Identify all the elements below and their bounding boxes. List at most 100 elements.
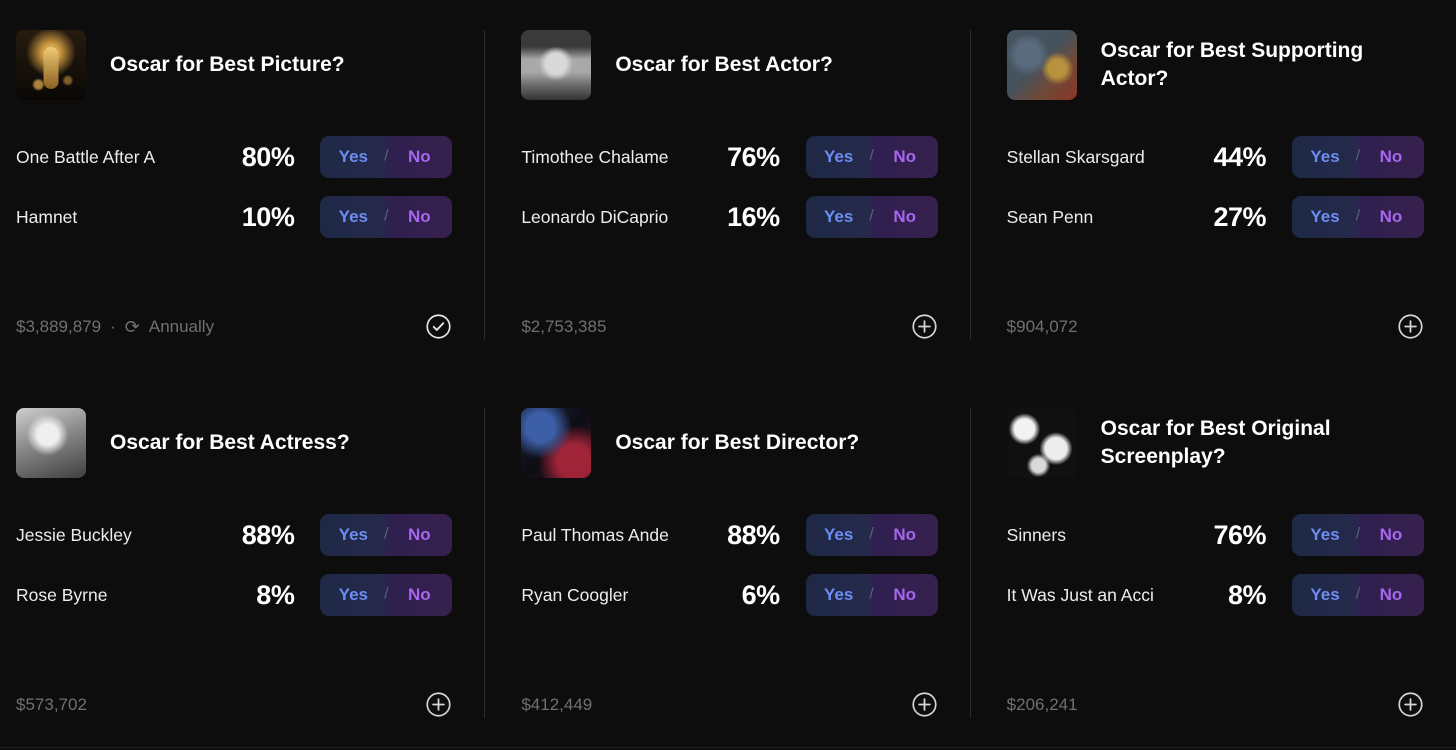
- plus-circle-icon[interactable]: [425, 691, 452, 718]
- outcome-probability: 88%: [241, 519, 295, 550]
- outcome-row: It Was Just an Acci 8% Yes No /: [1007, 574, 1424, 616]
- yes-no-buttons: Yes No /: [320, 514, 453, 556]
- buy-yes-button[interactable]: Yes: [1292, 574, 1358, 616]
- outcome-probability: 6%: [741, 579, 781, 610]
- outcome-probability: 8%: [1227, 579, 1267, 610]
- batman-robin-photo-image[interactable]: [1006, 30, 1077, 100]
- yes-no-buttons: Yes No /: [320, 574, 453, 616]
- market-footer: $3,889,879 · ⟳ Annually: [16, 313, 452, 340]
- buy-yes-button[interactable]: Yes: [1292, 514, 1358, 556]
- outcome-row: Rose Byrne 8% Yes No /: [16, 574, 453, 616]
- plus-circle-icon[interactable]: [1397, 313, 1424, 340]
- outcome-row: Sinners 76% Yes No /: [1007, 514, 1424, 556]
- outcome-list: Timothee Chalame 76% Yes No / Leonardo D…: [521, 136, 938, 238]
- market-title[interactable]: Oscar for Best Supporting Actor?: [1100, 38, 1364, 90]
- buy-no-button[interactable]: No: [386, 514, 453, 556]
- market-card[interactable]: Oscar for Best Actor? Timothee Chalame 7…: [485, 30, 971, 340]
- outcome-name: Sinners: [1006, 524, 1066, 545]
- market-card[interactable]: Oscar for Best Director? Paul Thomas And…: [485, 408, 971, 718]
- check-circle-icon[interactable]: [425, 313, 452, 340]
- outcome-list: Jessie Buckley 88% Yes No / Rose Byrne 8…: [16, 514, 453, 616]
- market-footer: $412,449: [521, 691, 937, 718]
- buy-yes-button[interactable]: Yes: [320, 514, 387, 556]
- market-title[interactable]: Oscar for Best Original Screenplay?: [1100, 416, 1331, 468]
- buy-no-button[interactable]: No: [386, 196, 453, 238]
- outcome-row: Ryan Coogler 6% Yes No /: [521, 574, 938, 616]
- market-card[interactable]: Oscar for Best Original Screenplay? Sinn…: [971, 408, 1456, 718]
- buy-no-button[interactable]: No: [871, 136, 938, 178]
- market-volume: $904,072: [1006, 316, 1078, 336]
- outcome-list: Stellan Skarsgard 44% Yes No / Sean Penn…: [1007, 136, 1424, 238]
- market-volume-group: $3,889,879 · ⟳ Annually: [16, 317, 214, 337]
- market-footer: $2,753,385: [521, 313, 937, 340]
- market-card-header: Oscar for Best Actress?: [16, 408, 452, 478]
- market-title[interactable]: Oscar for Best Actor?: [615, 52, 833, 76]
- market-volume: $3,889,879: [16, 316, 102, 336]
- buy-no-button[interactable]: No: [1358, 574, 1424, 616]
- market-footer: $206,241: [1007, 691, 1424, 718]
- market-card[interactable]: Oscar for Best Picture? One Battle After…: [0, 30, 486, 340]
- plus-circle-icon[interactable]: [911, 313, 938, 340]
- outcome-row: Jessie Buckley 88% Yes No /: [16, 514, 453, 556]
- outcome-row: Hamnet 10% Yes No /: [16, 196, 453, 238]
- outcome-name: Paul Thomas Ande: [521, 524, 669, 545]
- outcome-name: Leonardo DiCaprio: [521, 206, 669, 227]
- yes-no-buttons: Yes No /: [805, 574, 938, 616]
- buy-no-button[interactable]: No: [871, 574, 938, 616]
- market-card-header: Oscar for Best Picture?: [16, 30, 452, 100]
- market-title[interactable]: Oscar for Best Picture?: [110, 52, 345, 76]
- market-volume-group: $573,702: [16, 695, 87, 715]
- buy-no-button[interactable]: No: [871, 196, 938, 238]
- buy-yes-button[interactable]: Yes: [320, 574, 387, 616]
- outcome-name: Timothee Chalame: [521, 146, 669, 167]
- yes-no-buttons: Yes No /: [1292, 574, 1424, 616]
- market-card[interactable]: Oscar for Best Actress? Jessie Buckley 8…: [0, 408, 486, 718]
- buy-no-button[interactable]: No: [1358, 136, 1424, 178]
- outcome-name: Sean Penn: [1006, 206, 1094, 227]
- recurrence-group: · ⟳ Annually: [110, 317, 214, 337]
- market-volume: $206,241: [1006, 694, 1078, 714]
- buy-yes-button[interactable]: Yes: [805, 514, 872, 556]
- screenplay-art-image[interactable]: [1006, 408, 1077, 478]
- market-card-header: Oscar for Best Supporting Actor?: [1006, 30, 1424, 100]
- market-title[interactable]: Oscar for Best Actress?: [110, 430, 350, 454]
- buy-yes-button[interactable]: Yes: [1292, 196, 1358, 238]
- outcome-probability: 8%: [256, 579, 295, 610]
- best-actress-photo-image[interactable]: [16, 408, 86, 478]
- outcome-probability: 10%: [241, 201, 295, 232]
- yes-no-buttons: Yes No /: [805, 514, 938, 556]
- buy-yes-button[interactable]: Yes: [805, 196, 872, 238]
- buy-yes-button[interactable]: Yes: [805, 136, 872, 178]
- buy-no-button[interactable]: No: [1358, 196, 1424, 238]
- outcome-probability: 76%: [727, 141, 780, 172]
- buy-yes-button[interactable]: Yes: [805, 574, 872, 616]
- buy-no-button[interactable]: No: [386, 574, 453, 616]
- outcome-probability: 16%: [727, 201, 780, 232]
- market-card-header: Oscar for Best Original Screenplay?: [1006, 408, 1424, 478]
- outcome-list: Sinners 76% Yes No / It Was Just an Acci…: [1007, 514, 1424, 616]
- yes-no-buttons: Yes No /: [1292, 136, 1424, 178]
- outcome-row: Sean Penn 27% Yes No /: [1007, 196, 1424, 238]
- market-card[interactable]: Oscar for Best Supporting Actor? Stellan…: [971, 30, 1456, 340]
- buy-no-button[interactable]: No: [386, 136, 453, 178]
- outcome-name: Ryan Coogler: [521, 584, 629, 605]
- yes-no-buttons: Yes No /: [805, 136, 938, 178]
- buy-yes-button[interactable]: Yes: [320, 136, 387, 178]
- plus-circle-icon[interactable]: [1397, 691, 1424, 718]
- outcome-list: One Battle After A 80% Yes No / Hamnet 1…: [16, 136, 453, 238]
- market-title[interactable]: Oscar for Best Director?: [615, 430, 860, 454]
- buy-no-button[interactable]: No: [1358, 514, 1424, 556]
- outcome-name: Hamnet: [16, 206, 78, 227]
- buy-yes-button[interactable]: Yes: [320, 196, 387, 238]
- oscar-statuette-image[interactable]: [16, 30, 86, 100]
- best-actor-photo-image[interactable]: [521, 30, 592, 100]
- film-camera-photo-image[interactable]: [521, 408, 592, 478]
- outcome-row: Timothee Chalame 76% Yes No /: [521, 136, 938, 178]
- outcome-probability: 27%: [1213, 201, 1266, 232]
- buy-yes-button[interactable]: Yes: [1292, 136, 1358, 178]
- buy-no-button[interactable]: No: [871, 514, 938, 556]
- plus-circle-icon[interactable]: [911, 691, 938, 718]
- outcome-name: One Battle After A: [16, 146, 156, 167]
- outcome-probability: 44%: [1213, 141, 1266, 172]
